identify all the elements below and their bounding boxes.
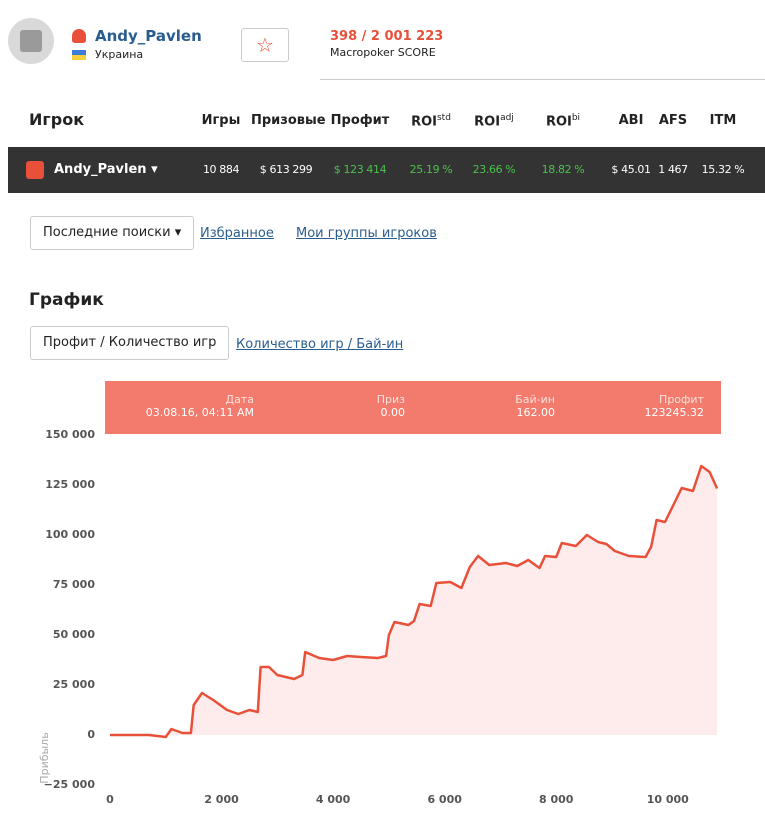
player-name[interactable]: Andy_Pavlen xyxy=(95,27,202,45)
country: Украина xyxy=(95,48,144,61)
tooltip-label: Дата xyxy=(225,393,254,406)
table-title: Игрок xyxy=(29,110,85,129)
column-header-sup: adj xyxy=(500,113,514,123)
score-label: Macropoker SCORE xyxy=(330,46,436,59)
y-tick-label: 0 xyxy=(87,728,95,741)
divider xyxy=(320,79,765,80)
table-cell: 10 884 xyxy=(202,163,240,176)
column-header-label: ROI xyxy=(545,114,572,130)
tooltip-field: Приз 0.00 xyxy=(255,393,405,419)
column-header: ROIadj xyxy=(459,113,529,129)
graph-tab-link[interactable]: Количество игр / Бай-ин xyxy=(236,337,404,352)
table-cell: 23.66 % xyxy=(472,163,516,176)
tooltip-label: Бай-ин xyxy=(515,393,555,406)
column-header-label: ROI xyxy=(411,114,437,130)
column-header-sup: bi xyxy=(571,113,581,123)
table-cell: 15.32 % xyxy=(701,163,745,176)
tab-link[interactable]: Мои группы игроков xyxy=(296,226,437,241)
tooltip-value: 03.08.16, 04:11 AM xyxy=(145,406,254,419)
x-tick-label: 0 xyxy=(106,793,114,806)
y-tick-label: 125 000 xyxy=(45,478,95,491)
row-player-name: Andy_Pavlen xyxy=(54,162,147,177)
tab-link[interactable]: Избранное xyxy=(200,226,274,241)
table-row xyxy=(8,147,765,193)
graph-tab-active[interactable]: Профит / Количество игр xyxy=(30,326,230,360)
line xyxy=(110,464,719,739)
x-tick-label: 4 000 xyxy=(316,793,351,806)
favorite-button[interactable]: ☆ xyxy=(241,28,289,62)
tooltip-field: Бай-ин 162.00 xyxy=(405,393,555,419)
tooltip-label: Приз xyxy=(376,393,405,406)
x-tick-label: 6 000 xyxy=(427,793,462,806)
brand-icon xyxy=(72,29,86,43)
tooltip-value: 162.00 xyxy=(516,406,556,419)
table-cell: 18.82 % xyxy=(541,163,585,176)
recent-search-button[interactable]: Последние поиски ▾ xyxy=(30,216,195,250)
table-cell: $ 123 414 xyxy=(333,163,387,176)
flag xyxy=(72,50,86,60)
avatar-icon xyxy=(20,30,42,52)
y-tick-label: 50 000 xyxy=(53,628,95,641)
tooltip-field: Дата 03.08.16, 04:11 AM xyxy=(104,393,254,419)
y-tick-label: −25 000 xyxy=(44,778,96,791)
tooltip-value: 0.00 xyxy=(380,406,406,419)
y-tick-label: 25 000 xyxy=(53,678,95,691)
table-cell: 1 467 xyxy=(658,163,688,176)
score: 398 / 2 001 223 xyxy=(330,29,444,44)
x-tick-label: 2 000 xyxy=(204,793,239,806)
graph-title: График xyxy=(29,290,104,310)
column-header: ITM xyxy=(709,113,737,128)
column-header: Призовые xyxy=(251,113,326,128)
column-header-label: ROI xyxy=(474,114,501,130)
column-header: ROIbi xyxy=(528,113,598,129)
column-header: ROIstd xyxy=(396,113,466,129)
x-tick-label: 8 000 xyxy=(539,793,574,806)
y-tick-label: 75 000 xyxy=(53,578,95,591)
area xyxy=(110,466,718,737)
y-tick-label: 100 000 xyxy=(45,528,95,541)
tooltip-label: Профит xyxy=(659,393,704,406)
table-cell: $ 45.01 xyxy=(611,163,651,176)
row-player[interactable]: Andy_Pavlen ▾ xyxy=(54,162,158,177)
tooltip xyxy=(105,381,721,434)
y-axis-label: Прибыль xyxy=(38,732,51,783)
column-header: Профит xyxy=(330,113,390,128)
column-header: ABI xyxy=(618,113,644,128)
table-cell: 25.19 % xyxy=(409,163,453,176)
column-header: AFS xyxy=(658,113,688,128)
chart: Прибыль −25 000 0 25 000 50 000 75 000 100 00… xyxy=(38,428,719,806)
tooltip-value: 123245.32 xyxy=(644,406,705,419)
y-tick-label: 150 000 xyxy=(45,428,95,441)
row-icon xyxy=(26,161,44,179)
x-tick-label: 10 000 xyxy=(647,793,689,806)
tooltip-field: Профит 123245.32 xyxy=(554,393,705,419)
column-header: Игры xyxy=(201,113,241,128)
tab-label: Последние поиски xyxy=(43,225,171,240)
table-cell: $ 613 299 xyxy=(259,163,313,176)
column-header-sup: std xyxy=(436,113,451,123)
